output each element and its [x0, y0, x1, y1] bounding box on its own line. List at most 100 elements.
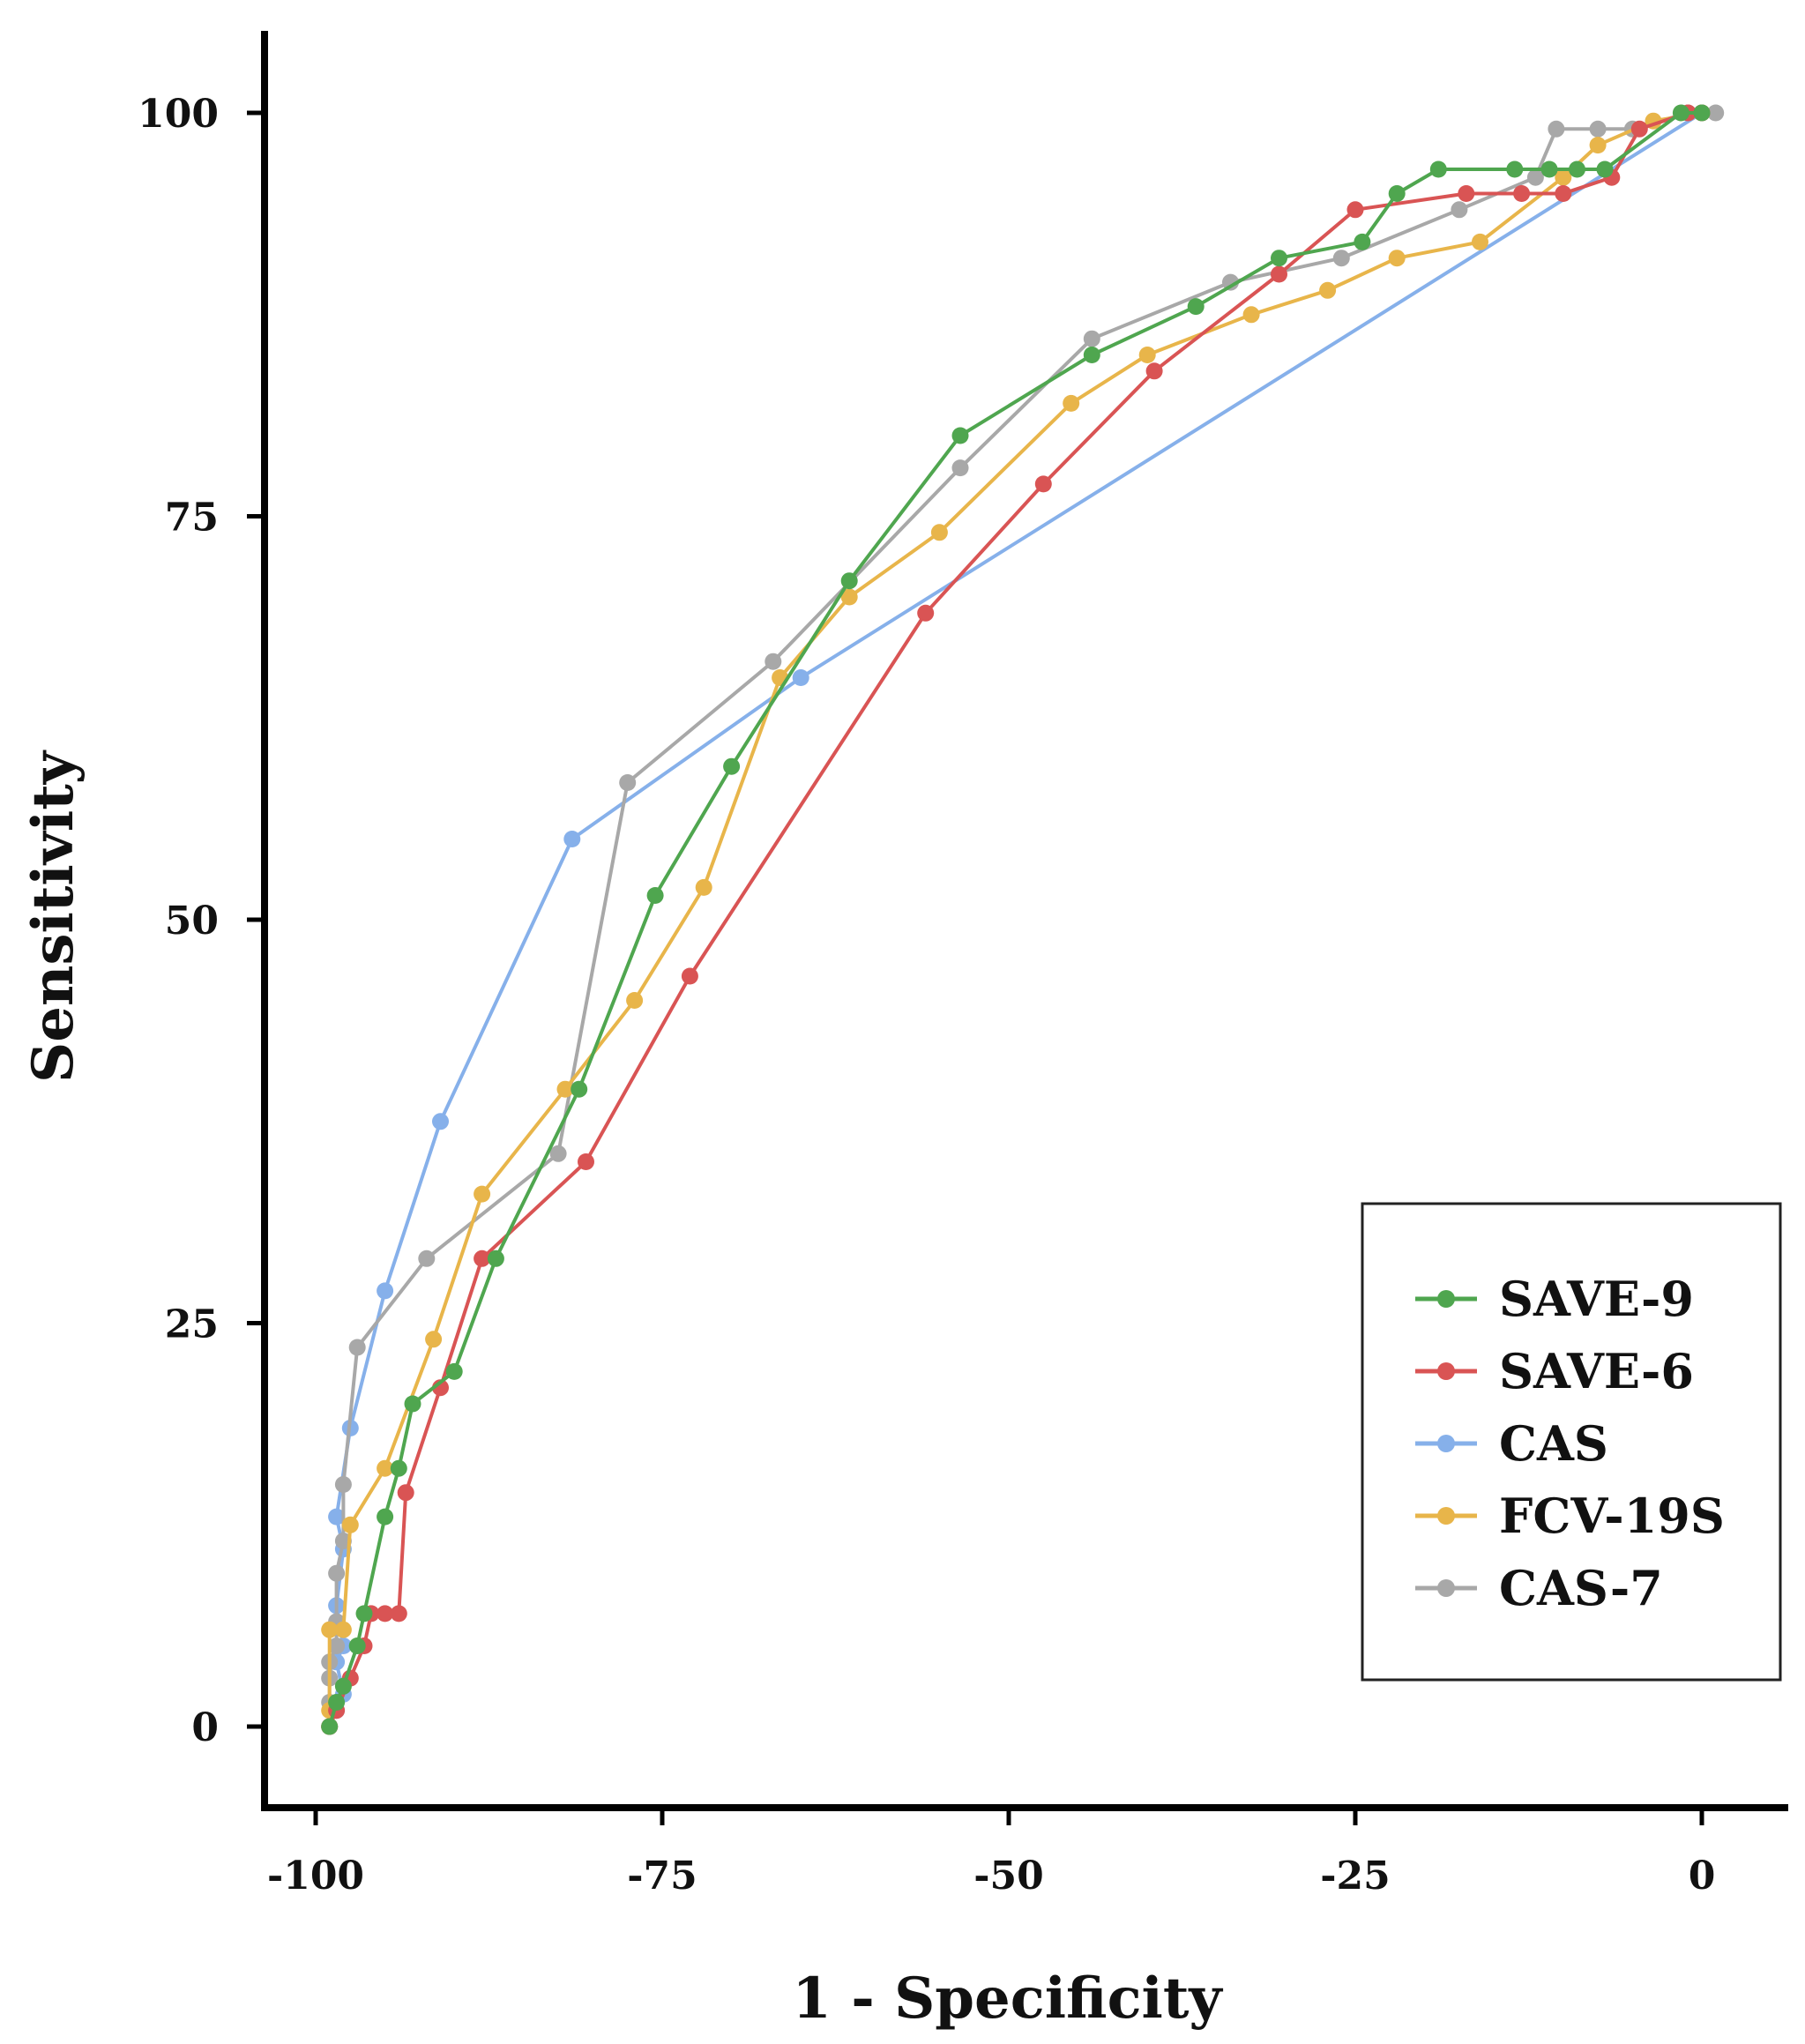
data-point: [377, 1508, 394, 1526]
data-point: [840, 572, 858, 590]
data-point: [681, 967, 698, 985]
data-point: [321, 1621, 339, 1638]
legend-label: SAVE-9: [1499, 1271, 1694, 1327]
data-point: [1187, 298, 1205, 316]
data-point: [1693, 104, 1711, 122]
data-point: [695, 878, 712, 896]
legend-swatch-marker: [1437, 1507, 1455, 1525]
legend-swatch-marker: [1437, 1435, 1455, 1452]
legend-entry: CAS: [1415, 1415, 1608, 1472]
data-point: [445, 1362, 463, 1380]
series-layer: [321, 104, 1725, 1735]
data-point: [619, 774, 637, 791]
data-point: [1242, 306, 1260, 324]
data-point: [1506, 160, 1524, 178]
data-point: [1596, 160, 1614, 178]
data-point: [1271, 250, 1287, 267]
y-tick-label: 0: [191, 1705, 219, 1750]
data-point: [1555, 185, 1572, 202]
data-point: [1063, 394, 1080, 412]
data-point: [341, 1516, 359, 1533]
data-point: [328, 1508, 346, 1526]
data-point: [355, 1605, 373, 1623]
y-tick-label: 25: [165, 1302, 219, 1347]
data-point: [1354, 233, 1371, 250]
data-point: [1145, 362, 1163, 380]
x-tick-label: -25: [1320, 1854, 1391, 1899]
data-point: [1707, 104, 1725, 122]
data-point: [377, 1605, 394, 1623]
data-point: [1319, 281, 1337, 299]
y-tick-label: 75: [165, 496, 219, 541]
data-point: [1222, 273, 1239, 291]
data-point: [1540, 160, 1558, 178]
data-point: [390, 1605, 407, 1623]
data-point: [549, 1145, 567, 1162]
data-point: [951, 427, 969, 444]
data-point: [425, 1331, 443, 1348]
data-point: [930, 524, 948, 541]
legend: SAVE-9 SAVE-6 CAS FCV-19S CAS-7: [1361, 1202, 1782, 1682]
data-point: [1388, 185, 1406, 202]
x-ticks: -100 -75 -50 -25 0: [267, 1808, 1715, 1899]
data-point: [404, 1395, 421, 1413]
data-point: [1083, 330, 1100, 347]
x-axis-title: 1 - Specificity: [792, 1966, 1223, 2032]
data-point: [487, 1250, 504, 1267]
series-save-9: [321, 104, 1711, 1735]
data-point: [397, 1484, 414, 1502]
data-point: [390, 1459, 407, 1477]
data-point: [328, 1694, 346, 1711]
data-point: [646, 887, 664, 904]
data-point: [328, 1564, 346, 1582]
data-point: [840, 588, 858, 606]
data-point: [951, 459, 969, 477]
data-point: [328, 1637, 346, 1654]
data-point: [377, 1459, 394, 1477]
legend-label: FCV-19S: [1499, 1488, 1725, 1544]
data-point: [418, 1250, 436, 1267]
data-point: [556, 1080, 574, 1098]
data-point: [723, 757, 741, 775]
data-point: [348, 1339, 366, 1356]
data-point: [1589, 120, 1607, 138]
data-point: [1346, 201, 1364, 219]
data-point: [432, 1113, 449, 1130]
data-point: [1513, 185, 1531, 202]
x-tick-label: -75: [627, 1854, 697, 1899]
data-point: [348, 1637, 366, 1654]
data-point: [334, 1677, 352, 1695]
data-point: [1569, 160, 1585, 178]
data-point: [1332, 250, 1350, 267]
data-point: [1034, 475, 1052, 493]
x-tick-label: -50: [973, 1854, 1044, 1899]
data-point: [377, 1282, 394, 1300]
data-point: [571, 1080, 588, 1098]
data-point: [1526, 168, 1544, 186]
y-axis-title: Sensitivity: [20, 750, 86, 1083]
data-point: [917, 604, 935, 622]
legend-entry: SAVE-6: [1415, 1343, 1694, 1399]
y-ticks: 0 25 50 75 100: [138, 92, 265, 1750]
data-point: [474, 1250, 491, 1267]
x-tick-label: -100: [267, 1854, 364, 1899]
data-point: [1451, 201, 1468, 219]
legend-entry: SAVE-9: [1415, 1271, 1694, 1327]
legend-swatch-marker: [1437, 1290, 1455, 1308]
y-tick-label: 100: [138, 92, 219, 137]
data-point: [1429, 160, 1447, 178]
data-point: [1083, 347, 1100, 363]
data-point: [1458, 185, 1475, 202]
data-point: [1138, 347, 1156, 363]
legend-label: CAS: [1499, 1415, 1608, 1472]
data-point: [626, 992, 644, 1009]
data-point: [563, 831, 581, 847]
data-point: [321, 1718, 339, 1735]
legend-swatch-marker: [1437, 1362, 1455, 1380]
legend-entry: FCV-19S: [1415, 1488, 1725, 1544]
data-point: [1589, 137, 1607, 154]
data-point: [1630, 120, 1648, 138]
data-point: [334, 1476, 352, 1493]
data-point: [1548, 120, 1565, 138]
legend-swatch-marker: [1437, 1579, 1455, 1597]
